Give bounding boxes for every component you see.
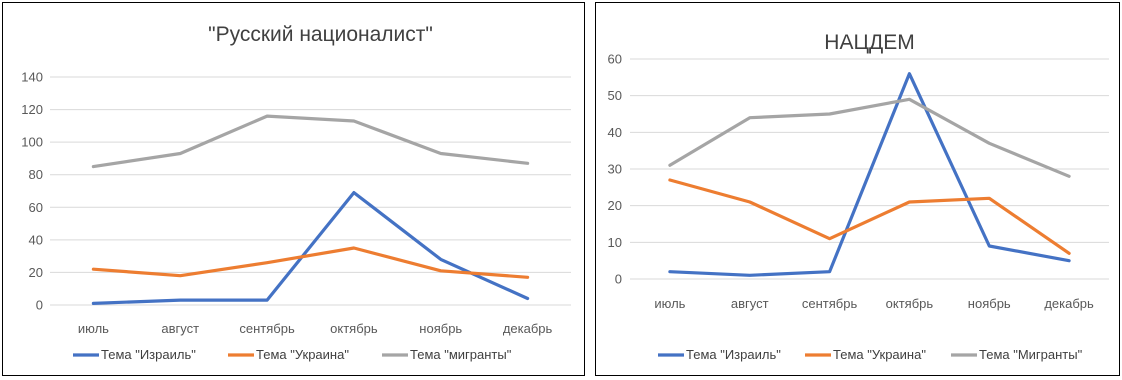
x-tick-label: август [161,321,199,336]
y-tick-label: 120 [21,102,43,117]
series-line [668,97,1071,178]
y-tick-label: 20 [608,198,622,213]
x-tick-label: июль [654,296,685,311]
y-tick-label: 50 [608,88,622,103]
chart-title: НАЦДЕМ [824,31,914,54]
x-tick-label: декабрь [1044,296,1094,311]
chart-panel-russkiy-natsionalist: "Русский националист" 0 20 40 60 80 100 120 140 и… [2,2,585,376]
x-tick-label: октябрь [330,321,378,336]
x-tick-label: ноябрь [419,321,462,336]
line-chart-natsdem: НАЦДЕМ 0 10 20 30 40 50 60 июль август сентябрь окт… [608,31,1109,362]
y-tick-label: 20 [29,265,43,280]
line-chart-russkiy-natsionalist: "Русский националист" 0 20 40 60 80 100 120 140 и… [21,23,571,362]
x-tick-label: сентябрь [239,321,295,336]
legend-label: Тема "мигранты" [410,347,512,362]
x-tick-label: сентябрь [802,296,858,311]
series-line [91,246,530,279]
series-line [91,114,530,169]
x-tick-label: июль [78,321,109,336]
series-line [668,72,1071,277]
legend-label: Тема "Израиль" [101,347,196,362]
y-tick-label: 40 [608,125,622,140]
y-tick-label: 40 [29,232,43,247]
y-tick-label: 60 [29,200,43,215]
chart-panel-natsdem: НАЦДЕМ 0 10 20 30 40 50 60 июль август сентябрь окт… [595,2,1120,376]
y-tick-label: 10 [608,235,622,250]
legend-label: Тема "Украина" [256,347,349,362]
y-tick-label: 60 [608,52,622,67]
series-line [668,178,1071,255]
series-line [91,191,530,305]
legend-label: Тема "Мигранты" [979,347,1083,362]
legend-label: Тема "Израиль" [686,347,781,362]
x-tick-label: ноябрь [968,296,1011,311]
y-tick-label: 80 [29,167,43,182]
x-tick-label: декабрь [503,321,553,336]
y-tick-label: 30 [608,162,622,177]
y-tick-label: 0 [615,272,622,287]
x-tick-label: октябрь [886,296,934,311]
legend-label: Тема "Украина" [833,347,926,362]
y-tick-label: 100 [21,135,43,150]
y-tick-label: 140 [21,70,43,85]
x-tick-label: август [731,296,769,311]
chart-title: "Русский националист" [208,23,433,46]
y-tick-label: 0 [36,298,43,313]
